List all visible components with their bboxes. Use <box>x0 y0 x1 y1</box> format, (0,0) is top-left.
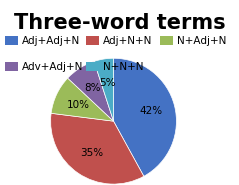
Wedge shape <box>94 58 114 121</box>
Wedge shape <box>51 113 144 184</box>
Text: 10%: 10% <box>67 100 90 110</box>
Text: 35%: 35% <box>80 148 103 158</box>
Wedge shape <box>51 78 114 121</box>
Text: Adj+Adj+N: Adj+Adj+N <box>22 36 80 46</box>
Text: N+Adj+N: N+Adj+N <box>177 36 226 46</box>
Wedge shape <box>68 61 114 121</box>
Text: N+N+N: N+N+N <box>103 62 143 72</box>
Text: Three-word terms: Three-word terms <box>14 13 225 33</box>
Text: 42%: 42% <box>140 107 163 117</box>
Text: Adv+Adj+N: Adv+Adj+N <box>22 62 83 72</box>
Text: 8%: 8% <box>84 83 101 93</box>
Wedge shape <box>114 58 176 176</box>
Text: Adj+N+N: Adj+N+N <box>103 36 152 46</box>
Text: 5%: 5% <box>99 78 116 88</box>
